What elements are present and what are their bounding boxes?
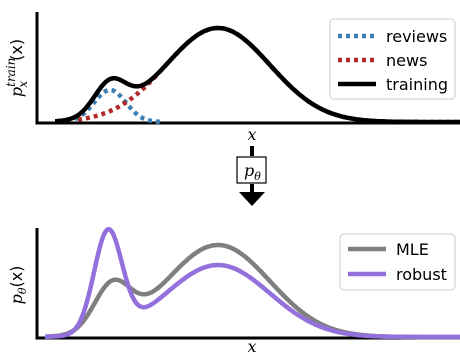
top-panel: ptrainx(x) x reviews news training (4, 12, 460, 144)
top-legend-box (329, 18, 456, 100)
bottom-axes (35, 228, 460, 340)
svg-text:ptrainx(x): ptrainx(x) (4, 39, 30, 97)
training-curve (55, 25, 460, 125)
legend-label-training: training (386, 75, 448, 94)
top-xlabel: x (247, 125, 256, 144)
bottom-ylabel: pθ(x) (7, 266, 29, 305)
top-legend: reviews news training (329, 18, 456, 100)
svg-text:pθ(x): pθ(x) (7, 266, 29, 305)
top-ylabel: ptrainx(x) (4, 39, 30, 97)
transform-box-label: pθ (244, 161, 261, 183)
legend-label-robust: robust (396, 265, 447, 284)
top-axes (35, 12, 460, 125)
transform-connector: pθ (236, 146, 267, 206)
arrow-down-icon (239, 192, 265, 206)
transform-box (236, 156, 267, 184)
legend-label-news: news (386, 51, 427, 70)
bottom-xlabel: x (247, 337, 256, 354)
robust-curve (45, 227, 460, 340)
bottom-panel: pθ(x) x MLE robust (7, 227, 460, 354)
reviews-curve (74, 87, 161, 125)
legend-label-mle: MLE (396, 240, 429, 259)
legend-label-reviews: reviews (386, 27, 447, 46)
bottom-legend: MLE robust (339, 233, 456, 291)
